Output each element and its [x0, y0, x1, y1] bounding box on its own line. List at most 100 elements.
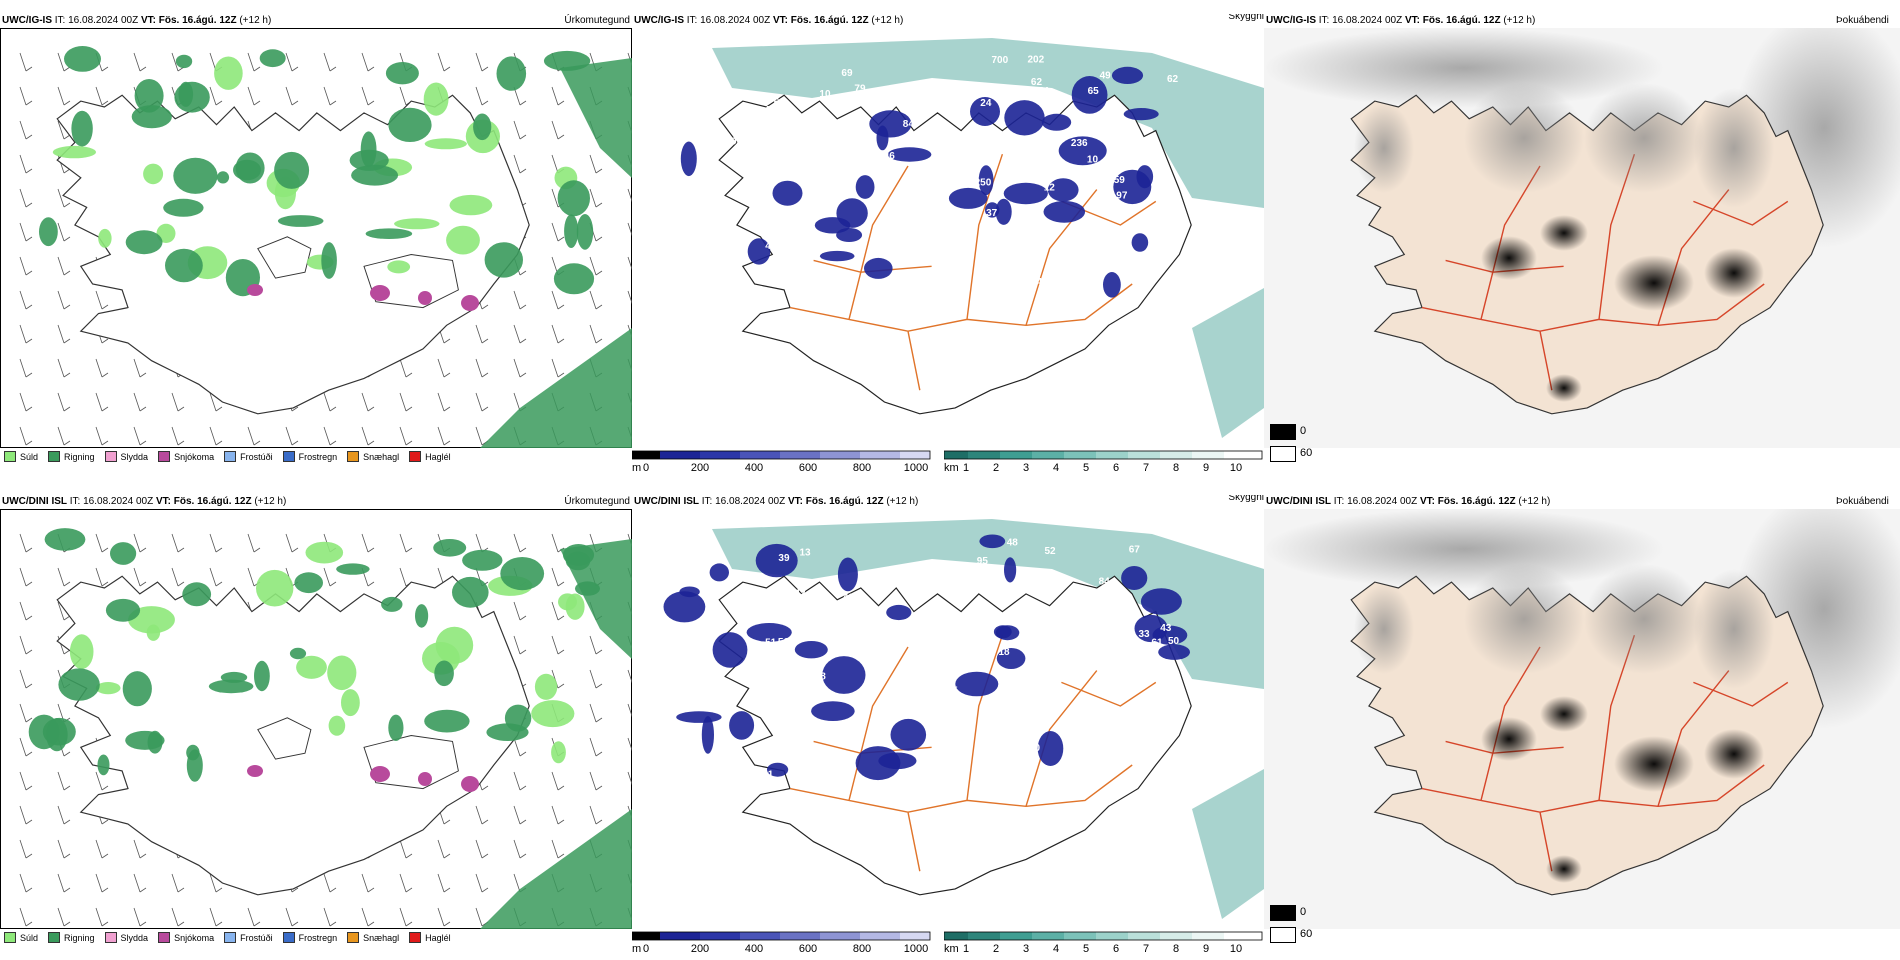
fog-title: Þokuábendi: [1836, 496, 1889, 507]
cloud-base-label: 62: [1031, 77, 1043, 88]
cloud-base-label: 11: [1092, 247, 1103, 258]
cloud-base-label: 58: [973, 770, 985, 781]
cloud-base-label: 42: [912, 82, 924, 93]
cloud-labels: 6960150446549115062605020212285320250236…: [731, 55, 1179, 298]
cloud-bar-tick: 800: [852, 943, 872, 955]
cloud-bar-tick: 1000: [903, 462, 929, 474]
panel-header: UWC/DINI ISL IT: 16.08.2024 00Z VT: Fös.…: [2, 495, 286, 509]
cloud-base-label: 61: [858, 570, 870, 581]
precip-title: Úrkomutegund: [564, 496, 630, 507]
cloud-base-label: 52: [1045, 546, 1057, 557]
model-name: UWC/DINI ISL: [634, 496, 699, 507]
vis-bar-tick: 3: [1022, 462, 1030, 474]
cloud-base-colorbar: m 0 200 400 600 800 1000: [632, 931, 932, 960]
vis-bar-unit: km: [944, 462, 959, 474]
cloud-base-label: 49: [775, 257, 787, 268]
fog-legend-high: 60: [1300, 447, 1313, 459]
visibility-colorbar: km 1 2 3 4 5 6 7 8 9 10: [944, 450, 1264, 479]
legend-label: Súld: [20, 932, 39, 943]
vis-bar-tick: 2: [992, 462, 1000, 474]
model-name: UWC/DINI ISL: [1266, 496, 1331, 507]
vis-bar-tick: 6: [1112, 943, 1120, 955]
cloud-base-label: 41: [947, 579, 959, 590]
cloud-base-label: 108: [986, 722, 1003, 733]
cloud-base-label: 50: [937, 183, 949, 194]
vis-bar-tick: 7: [1142, 462, 1150, 474]
cloud-base-label: 122: [813, 203, 830, 214]
cloud-base-label: 35: [947, 685, 959, 696]
legend-label: Snæhagl: [363, 932, 400, 943]
legend-swatch: [4, 932, 16, 943]
precip-legend-item: Rigning: [48, 451, 95, 462]
cloud-base-label: 84: [903, 119, 915, 130]
precip-legend-item: Súld: [4, 451, 38, 462]
cloud-vis-panel: UWC/IG-IS IT: 16.08.2024 00Z VT: Fös. 16…: [632, 14, 1264, 479]
fog-map: [1264, 509, 1900, 929]
cloud-base-label: 44: [764, 105, 776, 116]
panel-header: UWC/IG-IS IT: 16.08.2024 00Z VT: Fös. 16…: [634, 14, 903, 28]
valid-time: VT: Fös. 16.ágú. 12Z: [1419, 496, 1516, 507]
cloud-base-label: 67: [1129, 545, 1141, 556]
cloud-base-label: 42: [1086, 220, 1098, 231]
panel-header: UWC/DINI ISL IT: 16.08.2024 00Z VT: Fös.…: [634, 495, 918, 509]
cloud-bar-tick: 800: [852, 462, 872, 474]
cloud-base-label: 12: [1044, 183, 1056, 194]
precip-legend-item: Snæhagl: [347, 451, 399, 462]
fog-legend-light-swatch: [1270, 446, 1296, 462]
legend-label: Slydda: [120, 451, 149, 462]
cloud-base-label: 11: [1145, 151, 1156, 162]
cloud-base-label: 46: [921, 590, 933, 601]
cloud-bar-tick: 0: [642, 943, 650, 955]
cloud-base-label: 51: [762, 769, 774, 780]
init-time: IT: 16.08.2024 00Z: [686, 15, 771, 26]
cloud-base-label: 40: [765, 241, 777, 252]
cloud-base-label: 93: [731, 137, 743, 148]
precip-legend-item: Frostregn: [282, 451, 337, 462]
cloud-base-label: 72: [1113, 755, 1125, 766]
cloud-base-label: 10: [1087, 155, 1099, 166]
cloud-bar-tick: 600: [798, 943, 818, 955]
cloud-base-label: 52: [751, 694, 763, 705]
cloud-base-label: 60: [1057, 92, 1069, 103]
legend-label: Rigning: [64, 932, 95, 943]
cloud-base-label: 56: [778, 637, 790, 648]
fog-shading: [1354, 83, 1774, 402]
fog-title: Þokuábendi: [1836, 15, 1889, 26]
precip-legend-item: Snjókoma: [158, 451, 214, 462]
cloud-bar-unit: m: [632, 943, 642, 955]
legend-swatch: [282, 932, 295, 943]
legend-label: Frostúði: [240, 932, 273, 943]
cloud-base-label: 37: [858, 648, 870, 659]
precip-legend-item: Haglél: [409, 932, 451, 943]
cloud-base-label: 76: [1103, 686, 1115, 697]
cloud-base-label: 320: [918, 270, 935, 281]
vis-bar-tick: 9: [1202, 943, 1210, 955]
valid-time: VT: Fös. 16.ágú. 12Z: [772, 15, 869, 26]
cloud-base-label: 61: [1151, 638, 1163, 649]
cloud-base-areas: [663, 534, 1190, 781]
fog-legend-dark-swatch: [1270, 424, 1296, 440]
cloud-labels: 51 39 34 50 41 52 43 52 46 65 37 35 41 44 48 51 42 33 56 47…: [718, 537, 1179, 780]
legend-label: Haglél: [425, 932, 451, 943]
cloud-base-label: 43: [1160, 623, 1172, 634]
fog-map: [1264, 28, 1900, 448]
cloud-base-label: 48: [815, 672, 827, 683]
cloud-base-label: 50: [781, 250, 793, 261]
cloud-base-label: 34: [1164, 713, 1176, 724]
cloud-base-label: 44: [810, 612, 822, 623]
cloud-base-label: 69: [841, 68, 853, 79]
cloud-bar-tick: 400: [744, 943, 764, 955]
init-time: IT: 16.08.2024 00Z: [1318, 15, 1403, 26]
fog-shading: [1354, 564, 1774, 883]
model-name: UWC/IG-IS: [1266, 15, 1316, 26]
vis-bar-tick: 5: [1082, 462, 1090, 474]
legend-swatch: [409, 451, 422, 462]
cloud-base-label: 30: [954, 153, 966, 164]
legend-label: Haglél: [425, 451, 451, 462]
legend-swatch: [282, 451, 295, 462]
cloud-base-label: 62: [784, 125, 796, 136]
precip-legend-item: Haglél: [409, 451, 451, 462]
cloud-bar-tick: 600: [798, 462, 818, 474]
cloud-base-label: 63: [774, 97, 786, 108]
precip-map: [0, 28, 632, 448]
